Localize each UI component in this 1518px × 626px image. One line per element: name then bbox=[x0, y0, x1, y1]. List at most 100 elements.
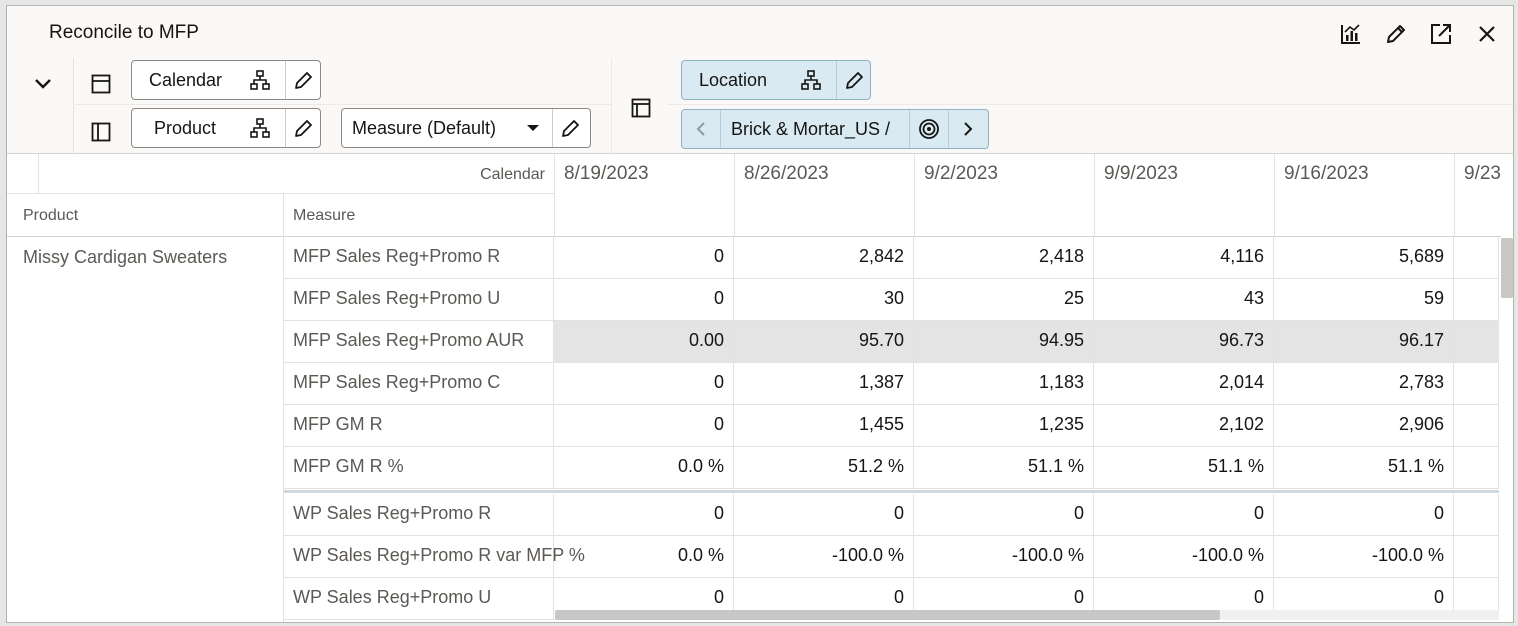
product-dimension-chip[interactable]: Product bbox=[131, 108, 321, 148]
product-cell[interactable]: Missy Cardigan Sweaters bbox=[7, 237, 284, 622]
value-cell[interactable]: 1,455 bbox=[734, 405, 914, 446]
value-cell[interactable]: -100.0 % bbox=[914, 536, 1094, 577]
chevron-left-icon[interactable] bbox=[682, 110, 720, 148]
caret-down-icon[interactable] bbox=[520, 115, 546, 141]
value-cell[interactable]: 2,014 bbox=[1094, 363, 1274, 404]
value-cell[interactable]: -100.0 % bbox=[734, 536, 914, 577]
value-cell[interactable]: -100.0 % bbox=[1274, 536, 1454, 577]
measure-cell[interactable]: MFP Sales Reg+Promo U bbox=[284, 279, 554, 320]
edit-pencil-icon[interactable] bbox=[1382, 20, 1410, 48]
value-cell[interactable]: 5,689 bbox=[1274, 237, 1454, 278]
location-dimension-chip[interactable]: Location bbox=[681, 60, 871, 100]
value-cell[interactable]: 25 bbox=[914, 279, 1094, 320]
cell-value: 2,418 bbox=[1038, 246, 1084, 266]
value-cell[interactable]: 51.2 % bbox=[734, 447, 914, 488]
value-cell[interactable] bbox=[1454, 237, 1499, 278]
target-icon[interactable] bbox=[910, 110, 948, 148]
cell-value: 0 bbox=[1073, 587, 1084, 607]
value-cell[interactable]: 51.1 % bbox=[1274, 447, 1454, 488]
value-cell[interactable] bbox=[1454, 536, 1499, 577]
value-cell[interactable] bbox=[1454, 578, 1499, 619]
value-cell[interactable] bbox=[1454, 405, 1499, 446]
value-cell[interactable]: 2,418 bbox=[914, 237, 1094, 278]
column-header[interactable]: 9/23 bbox=[1454, 154, 1501, 237]
location-value[interactable]: Brick & Mortar_US / bbox=[731, 118, 891, 139]
value-cell[interactable]: 0 bbox=[1274, 494, 1454, 535]
value-cell[interactable]: 59 bbox=[1274, 279, 1454, 320]
value-cell[interactable] bbox=[1454, 363, 1499, 404]
value-cell[interactable]: 43 bbox=[1094, 279, 1274, 320]
measure-cell[interactable]: MFP Sales Reg+Promo AUR bbox=[284, 321, 554, 362]
value-cell[interactable]: 4,116 bbox=[1094, 237, 1274, 278]
pencil-icon[interactable] bbox=[291, 115, 317, 141]
value-cell[interactable]: 2,842 bbox=[734, 237, 914, 278]
value-cell[interactable]: 2,102 bbox=[1094, 405, 1274, 446]
value-cell[interactable]: 51.1 % bbox=[1094, 447, 1274, 488]
chevron-down-icon[interactable] bbox=[25, 70, 61, 98]
value-cell[interactable]: 0 bbox=[1094, 578, 1274, 619]
column-header[interactable]: 8/26/2023 bbox=[734, 154, 914, 237]
cell-value: 0 bbox=[1073, 503, 1084, 523]
column-header-label: 9/2/2023 bbox=[924, 163, 998, 184]
measure-label: MFP GM R bbox=[293, 414, 383, 434]
vertical-scrollbar[interactable] bbox=[1501, 238, 1513, 298]
measure-cell[interactable]: WP Sales Reg+Promo R bbox=[284, 494, 554, 535]
measure-cell[interactable]: MFP GM R % bbox=[284, 447, 554, 488]
expand-icon[interactable] bbox=[1427, 20, 1455, 48]
value-cell[interactable]: 0 bbox=[554, 363, 734, 404]
hierarchy-icon[interactable] bbox=[798, 67, 824, 93]
value-cell[interactable] bbox=[1454, 321, 1499, 362]
value-cell[interactable]: 96.17 bbox=[1274, 321, 1454, 362]
hierarchy-icon[interactable] bbox=[247, 67, 273, 93]
value-cell[interactable]: 0 bbox=[734, 494, 914, 535]
value-cell[interactable]: 0 bbox=[914, 578, 1094, 619]
value-cell[interactable]: 94.95 bbox=[914, 321, 1094, 362]
measure-cell[interactable]: MFP Sales Reg+Promo R bbox=[284, 237, 554, 278]
value-cell[interactable]: 0 bbox=[554, 578, 734, 619]
horizontal-scrollbar[interactable] bbox=[555, 610, 1220, 620]
value-cell[interactable]: 0 bbox=[1274, 578, 1454, 619]
value-cell[interactable]: 95.70 bbox=[734, 321, 914, 362]
value-cell[interactable] bbox=[1454, 447, 1499, 488]
value-cell[interactable]: 0.0 % bbox=[554, 447, 734, 488]
measure-cell[interactable]: WP Sales Reg+Promo R var MFP % bbox=[284, 536, 585, 577]
measure-select[interactable]: Measure (Default) bbox=[341, 108, 591, 148]
chevron-right-icon[interactable] bbox=[949, 110, 987, 148]
value-cell[interactable]: 51.1 % bbox=[914, 447, 1094, 488]
measure-cell[interactable]: MFP Sales Reg+Promo C bbox=[284, 363, 554, 404]
value-cell[interactable]: 2,783 bbox=[1274, 363, 1454, 404]
value-cell[interactable]: 0 bbox=[554, 494, 734, 535]
value-cell[interactable]: 30 bbox=[734, 279, 914, 320]
table-row: MFP Sales Reg+Promo C 0 1,387 1,183 2,014 2,7… bbox=[284, 363, 1499, 405]
value-cell[interactable]: 1,235 bbox=[914, 405, 1094, 446]
calendar-dimension-chip[interactable]: Calendar bbox=[131, 60, 321, 100]
pencil-icon[interactable] bbox=[291, 67, 317, 93]
hierarchy-icon[interactable] bbox=[247, 115, 273, 141]
value-cell[interactable]: 0 bbox=[554, 279, 734, 320]
column-header[interactable]: 9/9/2023 bbox=[1094, 154, 1274, 237]
column-header[interactable]: 8/19/2023 bbox=[554, 154, 734, 237]
chart-icon[interactable] bbox=[1337, 20, 1365, 48]
value-cell[interactable]: 0 bbox=[554, 405, 734, 446]
value-cell[interactable]: 0 bbox=[914, 494, 1094, 535]
column-header[interactable]: 9/2/2023 bbox=[914, 154, 1094, 237]
measure-cell[interactable]: WP Sales Reg+Promo U bbox=[284, 578, 554, 619]
value-cell[interactable]: 1,183 bbox=[914, 363, 1094, 404]
value-cell[interactable] bbox=[1454, 279, 1499, 320]
value-cell[interactable]: 96.73 bbox=[1094, 321, 1274, 362]
value-cell[interactable]: 0.00 bbox=[554, 321, 734, 362]
value-cell[interactable]: 2,906 bbox=[1274, 405, 1454, 446]
pencil-icon[interactable] bbox=[558, 115, 584, 141]
column-header[interactable]: 9/16/2023 bbox=[1274, 154, 1454, 237]
value-cell[interactable]: 0 bbox=[1094, 494, 1274, 535]
value-cell[interactable]: 0.0 % bbox=[554, 536, 734, 577]
value-cell[interactable]: -100.0 % bbox=[1094, 536, 1274, 577]
value-cell[interactable]: 0 bbox=[734, 578, 914, 619]
value-cell[interactable]: 0 bbox=[554, 237, 734, 278]
window-title: Reconcile to MFP bbox=[49, 22, 199, 43]
pencil-icon[interactable] bbox=[842, 67, 868, 93]
close-icon[interactable] bbox=[1473, 20, 1501, 48]
value-cell[interactable] bbox=[1454, 494, 1499, 535]
value-cell[interactable]: 1,387 bbox=[734, 363, 914, 404]
measure-cell[interactable]: MFP GM R bbox=[284, 405, 554, 446]
